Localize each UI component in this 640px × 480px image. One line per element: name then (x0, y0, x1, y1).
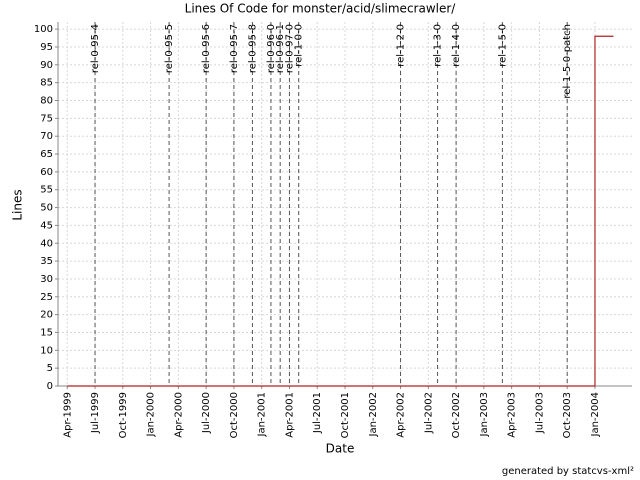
x-tick-label: Oct-1999 (118, 392, 129, 438)
x-tick-label: Jan-2003 (479, 392, 490, 437)
y-tick-label: 30 (40, 274, 53, 285)
x-tick-label: Jul-1999 (90, 392, 101, 434)
y-tick-label: 85 (40, 78, 53, 89)
x-tick-label: Jul-2001 (312, 392, 323, 434)
release-label: rel-0-95-8 (247, 24, 258, 73)
x-tick-label: Jan-2002 (368, 392, 379, 437)
release-label: rel-0-95-4 (90, 24, 101, 73)
release-label: rel-0-97-0 (284, 24, 295, 73)
x-tick-label: Oct-2001 (340, 392, 351, 438)
y-tick-label: 35 (40, 256, 53, 267)
y-tick-label: 75 (40, 113, 53, 124)
y-tick-label: 100 (34, 24, 53, 35)
x-tick-label: Apr-2002 (396, 392, 407, 438)
chart-title: Lines Of Code for monster/acid/slimecraw… (185, 2, 457, 16)
y-tick-label: 70 (40, 131, 53, 142)
x-tick-label: Oct-2000 (229, 392, 240, 438)
y-tick-label: 60 (40, 167, 53, 178)
release-label: rel-1-2-0 (396, 24, 407, 67)
x-tick-label: Jan-2001 (257, 392, 268, 437)
y-tick-label: 90 (40, 60, 53, 71)
release-label: rel-0-96-0 (266, 24, 277, 73)
release-label: rel-1-5-0 (497, 24, 508, 67)
y-tick-label: 20 (40, 310, 53, 321)
y-tick-label: 45 (40, 220, 53, 231)
y-tick-label: 40 (40, 238, 53, 249)
x-tick-label: Oct-2003 (562, 392, 573, 438)
y-tick-label: 50 (40, 203, 53, 214)
x-tick-label: Jul-2002 (423, 392, 434, 434)
release-label: rel-1-3-0 (433, 24, 444, 67)
x-tick-label: Apr-2001 (284, 392, 295, 438)
release-label: rel-1-4-0 (451, 24, 462, 67)
release-label: rel-1-5-0-patch (562, 24, 573, 99)
x-axis-label: Date (326, 442, 355, 456)
data-line (67, 35, 614, 387)
x-tick-label: Jul-2000 (201, 392, 212, 434)
x-tick-label: Jul-2003 (534, 392, 545, 434)
x-tick-label: Oct-2002 (451, 392, 462, 438)
x-tick-label: Apr-2003 (507, 392, 518, 438)
y-tick-label: 0 (47, 381, 53, 392)
release-label: rel-0-96-1 (275, 24, 286, 73)
y-tick-label: 95 (40, 42, 53, 53)
release-label: rel-0-95-5 (164, 24, 175, 73)
x-tick-label: Apr-2000 (173, 392, 184, 438)
y-tick-label: 15 (40, 327, 53, 338)
y-tick-label: 65 (40, 149, 53, 160)
footer: generated by statcvs-xml² (502, 466, 634, 477)
x-tick-label: Jan-2000 (146, 392, 157, 437)
y-tick-label: 55 (40, 185, 53, 196)
y-tick-label: 5 (47, 363, 53, 374)
y-axis-label: Lines (11, 189, 25, 220)
x-tick-label: Apr-1999 (62, 392, 73, 438)
release-label: rel-0-95-7 (229, 24, 240, 73)
y-tick-label: 10 (40, 345, 53, 356)
x-tick-label: Jan-2004 (590, 392, 601, 437)
y-tick-label: 80 (40, 96, 53, 107)
y-tick-label: 25 (40, 292, 53, 303)
release-label: rel-0-95-6 (201, 24, 212, 73)
release-label: rel-1-0-0 (294, 24, 305, 67)
